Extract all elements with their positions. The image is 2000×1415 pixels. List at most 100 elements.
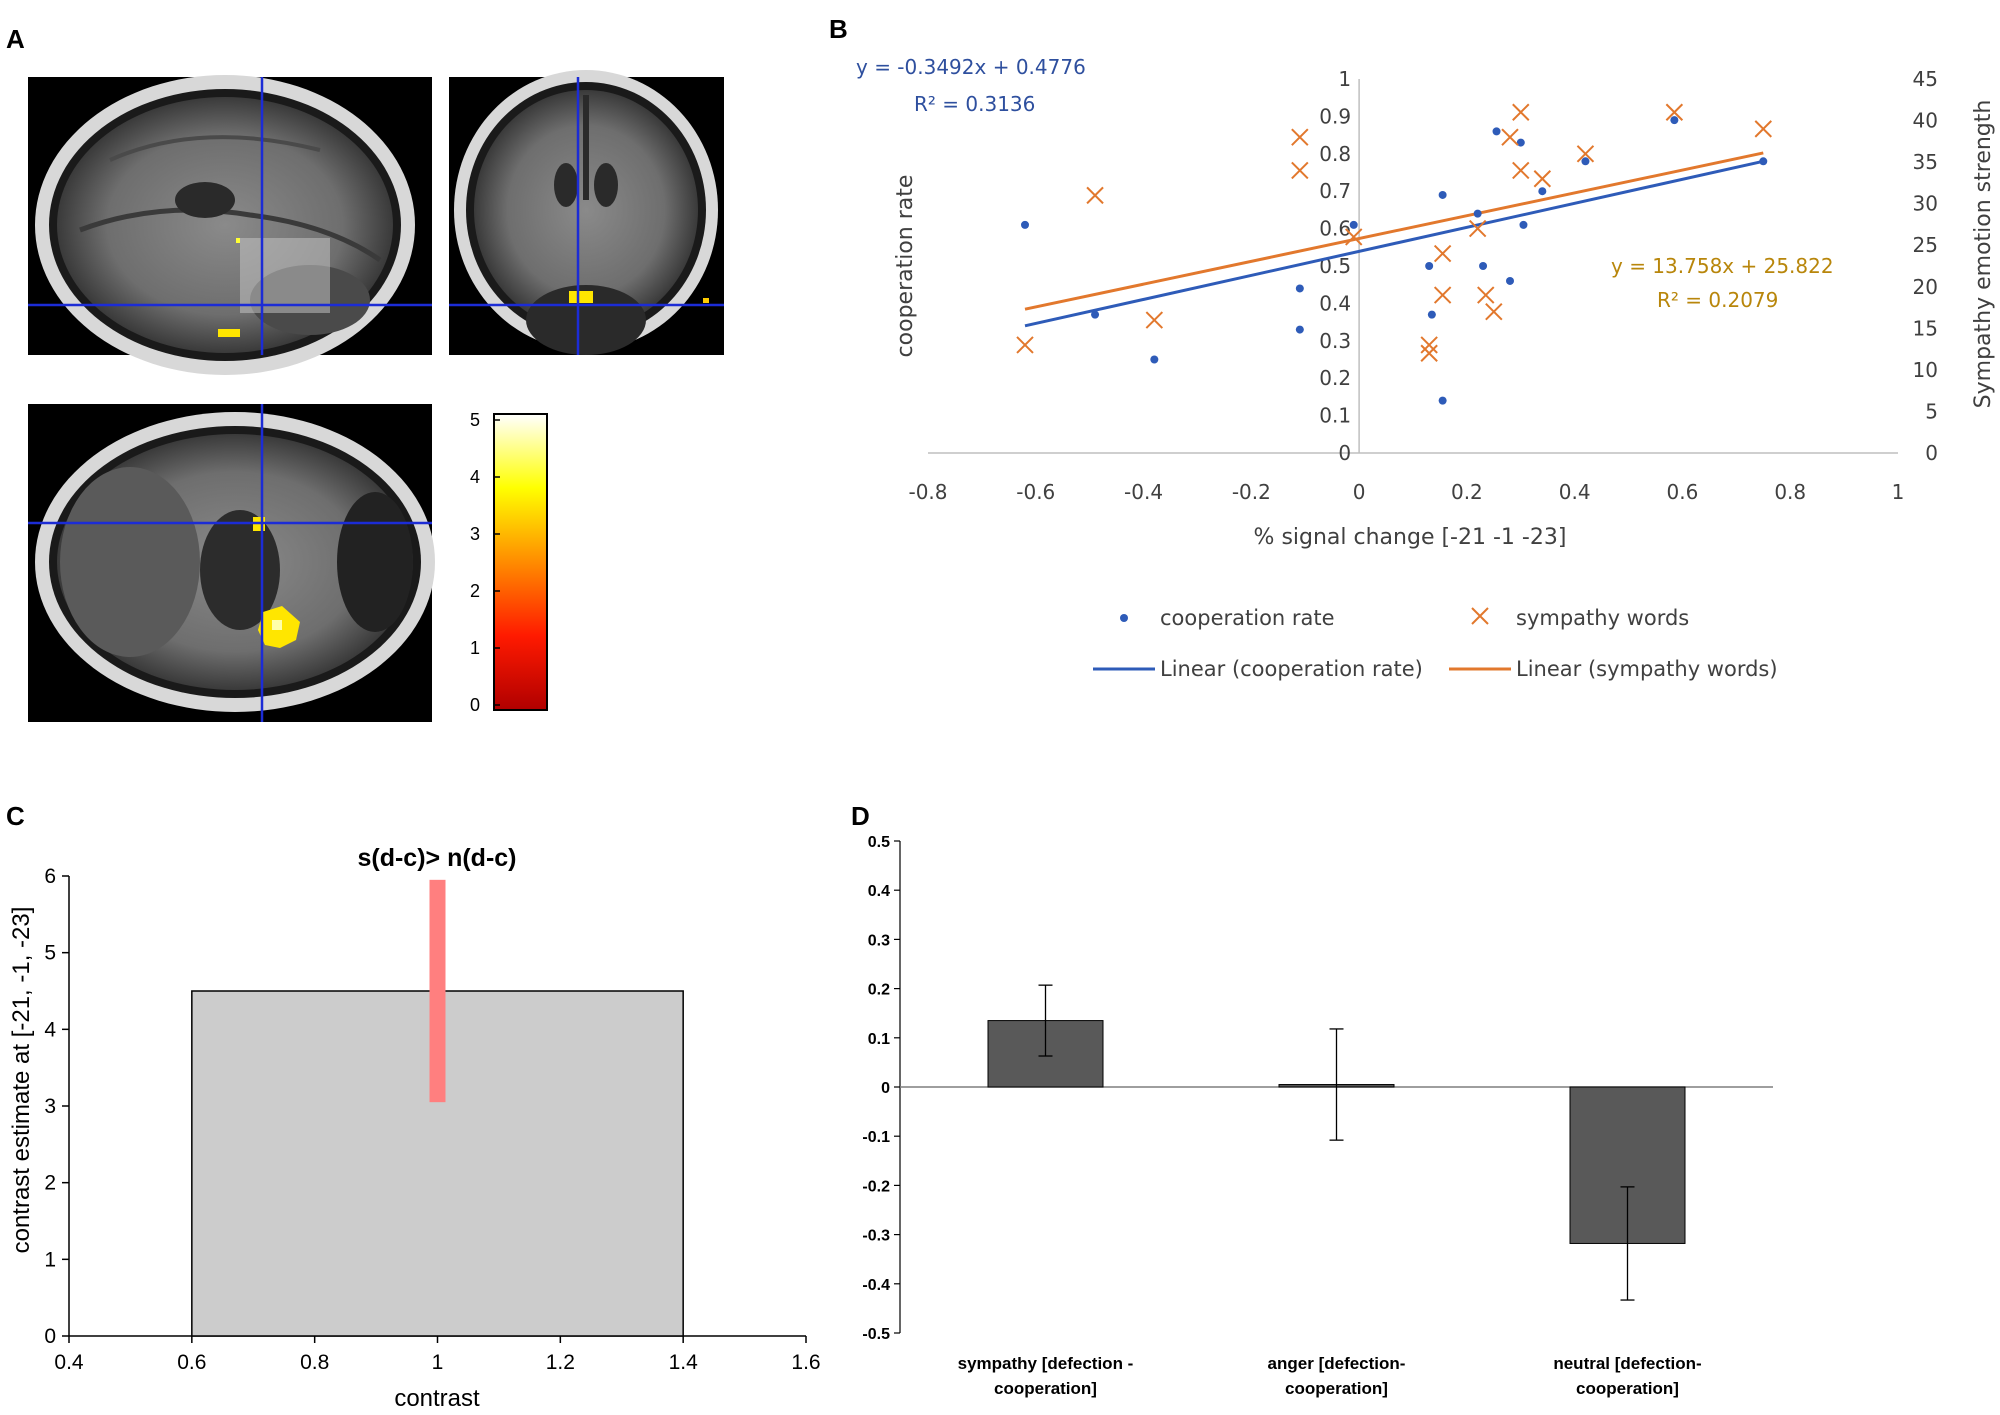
equation-orange: y = 13.758x + 25.822 [1611,254,1834,278]
x-tick-label: 1.2 [546,1351,575,1374]
data-point-cooperation [1425,262,1434,270]
panel-label-b: B [829,14,848,44]
x-tick-label: 1.4 [669,1351,699,1374]
x-tick-label: 0.2 [1451,480,1483,504]
legend-marker-sympathy [1471,607,1489,625]
data-point-sympathy [1501,128,1519,146]
y-tick-label: -0.3 [862,1228,890,1245]
data-point-cooperation [1021,220,1029,229]
data-point-sympathy [1665,103,1684,121]
y-tick-label: 0.2 [1319,366,1351,390]
data-point-sympathy [1533,170,1552,188]
y-tick-label: 0.4 [1319,291,1351,315]
category-label: sympathy [defection - [958,1354,1134,1373]
colorbar-tick-label: 1 [470,638,480,658]
y-tick-label: -0.2 [862,1178,890,1195]
error-bar [429,879,446,1103]
y-tick-label: 0 [44,1325,56,1348]
data-point-cooperation [1670,116,1679,125]
data-point-cooperation [1150,355,1159,364]
data-point-sympathy [1477,286,1495,304]
data-point-sympathy [1345,228,1363,246]
data-point-sympathy [1291,161,1309,180]
x-tick-label: -0.4 [1124,480,1163,504]
colorbar-tick-label: 2 [470,581,480,601]
y2-tick-label: 5 [1925,399,1938,423]
data-point-cooperation [1479,262,1488,270]
data-point-cooperation [1427,310,1436,319]
y-tick-label: 4 [44,1018,56,1041]
data-point-cooperation [1581,157,1590,166]
y-tick-label: 0.6 [1319,217,1351,241]
data-point-sympathy [1086,186,1104,205]
brain-tissue [474,90,698,330]
x-tick-label: 0.6 [177,1351,206,1374]
x-axis-label: % signal change [-21 -1 -23] [1254,525,1567,550]
data-point-cooperation [1492,127,1501,136]
r-squared-orange: R² = 0.2079 [1657,288,1778,312]
category-label: neutral [defection- [1553,1354,1701,1373]
y2-tick-label: 15 [1913,316,1938,340]
y2-tick-label: 25 [1913,233,1938,257]
data-point-sympathy [1754,120,1772,138]
chart-b: -0.8 -0.6 -0.4 -0.2 0 0.2 0.4 0.6 0.8 10 0.1 0.2 0.3… [856,55,1996,681]
colorbar-tick-label: 3 [470,524,480,544]
activation-blob [218,329,240,337]
chart-c: 0 1 2 3 4 5 6 0.4 0.6 0.8 1 1.2 1.4 1.6 s(d-c)> n(d-c)… [8,844,821,1412]
data-point-sympathy [1420,336,1438,354]
y2-tick-label: 10 [1913,358,1938,382]
data-point-cooperation [1519,220,1528,229]
data-point-sympathy [1512,103,1530,121]
x-tick-label: 0.6 [1667,480,1699,504]
y-tick-label: 5 [44,942,56,965]
panel-label-a: A [6,24,25,54]
legend-label: sympathy words [1516,606,1689,630]
x-tick-label: 0.8 [1774,480,1806,504]
y-tick-label: 0.2 [868,982,890,999]
ventricle [175,182,235,218]
panel-label-d: D [851,801,870,831]
x-tick-label: 1 [432,1351,444,1374]
data-point-sympathy [1145,311,1164,329]
data-point-cooperation [1438,190,1447,199]
y-tick-label: 0.1 [1319,404,1351,428]
y-tick-label: 0.7 [1319,179,1351,203]
y2-tick-label: 40 [1913,109,1938,133]
coronal-slice [449,70,724,355]
y-tick-label: -0.1 [862,1129,890,1146]
y-tick-label: 0 [1338,441,1351,465]
data-point-cooperation [1506,276,1514,285]
colorbar-tick-label: 0 [470,695,480,715]
data-point-cooperation [1091,310,1100,319]
y-axis-label: cooperation rate [893,175,918,358]
data-point-cooperation [1516,138,1525,147]
category-label: cooperation] [1576,1379,1679,1398]
y-tick-label: 2 [44,1172,56,1195]
y-tick-label: 1 [44,1248,56,1271]
y2-tick-label: 35 [1913,150,1938,174]
data-point-sympathy [1016,336,1034,354]
y-tick-label: 0 [881,1080,890,1097]
y-tick-label: 0.3 [1319,329,1351,353]
x-tick-label: -0.2 [1232,480,1271,504]
y-tick-label: 0.1 [868,1031,890,1048]
data-point-sympathy [1512,161,1530,180]
panel-label-c: C [6,801,25,831]
data-point-sympathy [1468,219,1487,238]
r-squared-blue: R² = 0.3136 [914,92,1035,116]
data-point-sympathy [1433,244,1452,263]
y-tick-label: 1 [1338,67,1351,91]
y-tick-label: 0.8 [1319,142,1351,166]
data-point-cooperation [1538,187,1547,196]
legend-label: Linear (cooperation rate) [1160,657,1423,681]
equation-blue: y = -0.3492x + 0.4776 [856,55,1086,79]
y-tick-label: 3 [44,1095,56,1118]
x-tick-label: -0.6 [1016,480,1055,504]
colorbar-scale [493,413,548,711]
data-point-sympathy [1291,128,1309,146]
colorbar-tick-label: 5 [470,410,480,430]
data-point-sympathy [1433,286,1452,304]
x-tick-label: -0.8 [908,480,947,504]
axial-slice [28,404,435,722]
